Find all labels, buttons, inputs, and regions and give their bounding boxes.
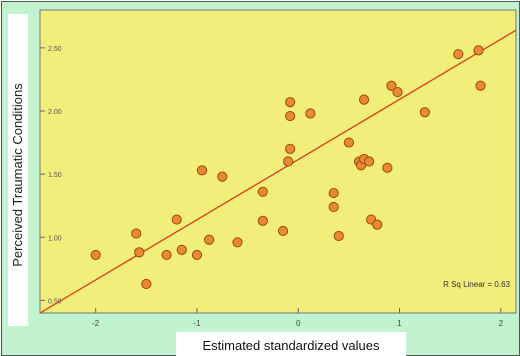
y-tick-label-0: 0.50 (48, 298, 62, 305)
data-point-22 (333, 230, 344, 242)
data-point-1 (131, 228, 142, 239)
x-tick-label-3: 1 (397, 319, 402, 328)
x-tick-label-2: 0 (296, 319, 301, 328)
y-tick-label-2: 1.50 (48, 172, 62, 179)
data-point-34 (419, 107, 430, 118)
data-point-28 (358, 94, 370, 105)
data-point-11 (232, 237, 243, 248)
data-point-7 (191, 249, 203, 261)
r-squared-annotation: R Sq Linear = 0.63 (443, 280, 510, 289)
data-point-12 (257, 186, 268, 197)
data-point-30 (372, 219, 383, 230)
x-tick-label-1: -1 (193, 319, 201, 328)
data-point-14 (277, 225, 289, 237)
data-point-33 (392, 86, 403, 98)
data-point-13 (257, 215, 268, 226)
data-point-16 (285, 110, 296, 122)
data-point-31 (382, 162, 393, 173)
data-point-36 (473, 45, 484, 56)
data-point-2 (134, 247, 145, 258)
data-point-5 (171, 214, 182, 225)
data-point-18 (283, 156, 294, 167)
plot-area (39, 9, 517, 314)
x-axis-label-background (176, 332, 406, 356)
data-point-37 (475, 80, 486, 91)
data-point-32 (386, 80, 397, 91)
data-point-15 (285, 97, 296, 108)
x-tick-label-4: 2 (499, 319, 504, 328)
data-point-8 (196, 165, 208, 176)
data-point-35 (453, 49, 464, 60)
y-tick-label-1: 1.00 (48, 235, 62, 242)
fit-line (39, 29, 517, 314)
data-point-17 (285, 143, 296, 154)
x-axis-label: Estimated standardized values (202, 338, 380, 353)
x-tick-label-0: -2 (92, 319, 100, 328)
data-point-23 (343, 137, 354, 148)
data-point-4 (161, 249, 172, 261)
data-point-10 (217, 171, 228, 182)
y-tick-label-3: 2.00 (48, 109, 62, 116)
data-point-27 (364, 156, 375, 167)
data-point-20 (328, 187, 339, 199)
data-point-21 (328, 201, 339, 213)
data-point-3 (141, 278, 152, 290)
data-point-19 (305, 108, 316, 119)
y-axis-label-background (8, 14, 28, 326)
y-tick-label-4: 2.50 (48, 46, 62, 53)
data-point-6 (176, 244, 187, 255)
data-point-0 (90, 249, 101, 261)
data-point-9 (204, 234, 215, 245)
y-axis-label: Perceived Traumatic Conditions (10, 83, 25, 267)
